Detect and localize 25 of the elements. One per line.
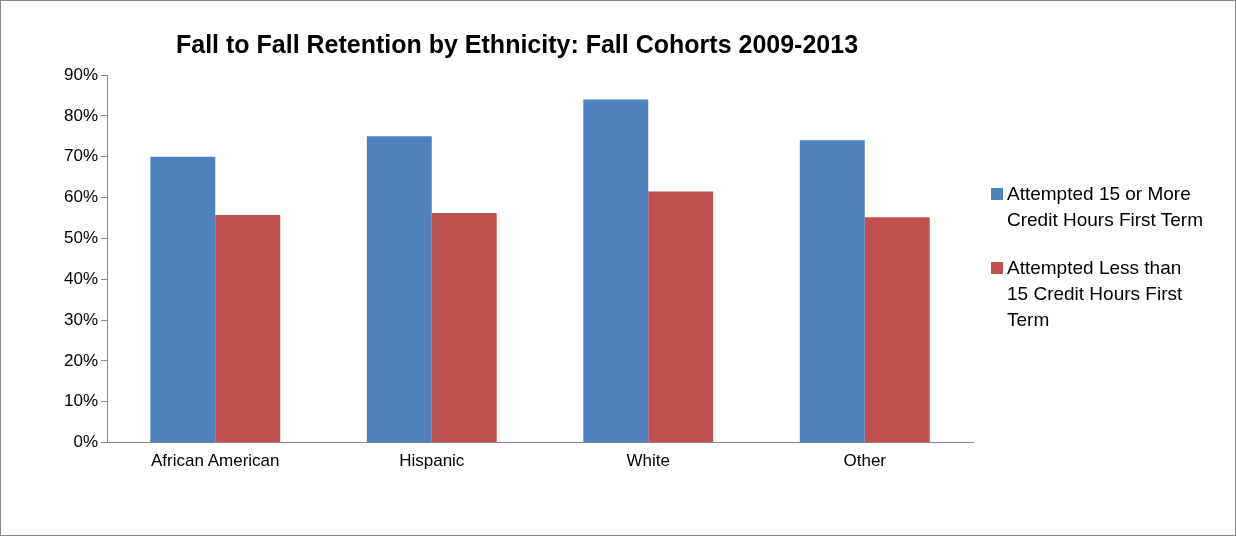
bar (366, 136, 432, 443)
y-tick-label: 0% (73, 432, 99, 452)
y-tick-label: 20% (63, 350, 99, 370)
bar (648, 191, 714, 443)
x-tick-label: White (626, 451, 670, 471)
legend-label: Attempted Less than 15 Credit Hours First Term (1007, 256, 1184, 332)
y-tick-label: 50% (63, 228, 99, 248)
x-tick-label: Hispanic (399, 451, 465, 471)
x-tick-label: African American (151, 451, 280, 471)
y-tick-label: 70% (63, 146, 99, 166)
x-tick-label: Other (843, 451, 887, 471)
legend-label: Attempted 15 or More Credit Hours First Term (1007, 182, 1204, 232)
y-tick-label: 80% (63, 105, 99, 125)
bar (799, 140, 865, 443)
bar (431, 213, 497, 443)
y-tick-label: 60% (63, 187, 99, 207)
bar (215, 215, 281, 443)
y-tick-label: 30% (63, 309, 99, 329)
chart-title: Fall to Fall Retention by Ethnicity: Fall Cohorts 2009-2013 (175, 29, 859, 58)
y-tick-label: 10% (63, 391, 99, 411)
bar (583, 99, 649, 443)
bar (150, 156, 216, 443)
bar (864, 217, 930, 443)
y-tick-label: 40% (63, 268, 99, 288)
y-tick-label: 90% (63, 64, 99, 84)
